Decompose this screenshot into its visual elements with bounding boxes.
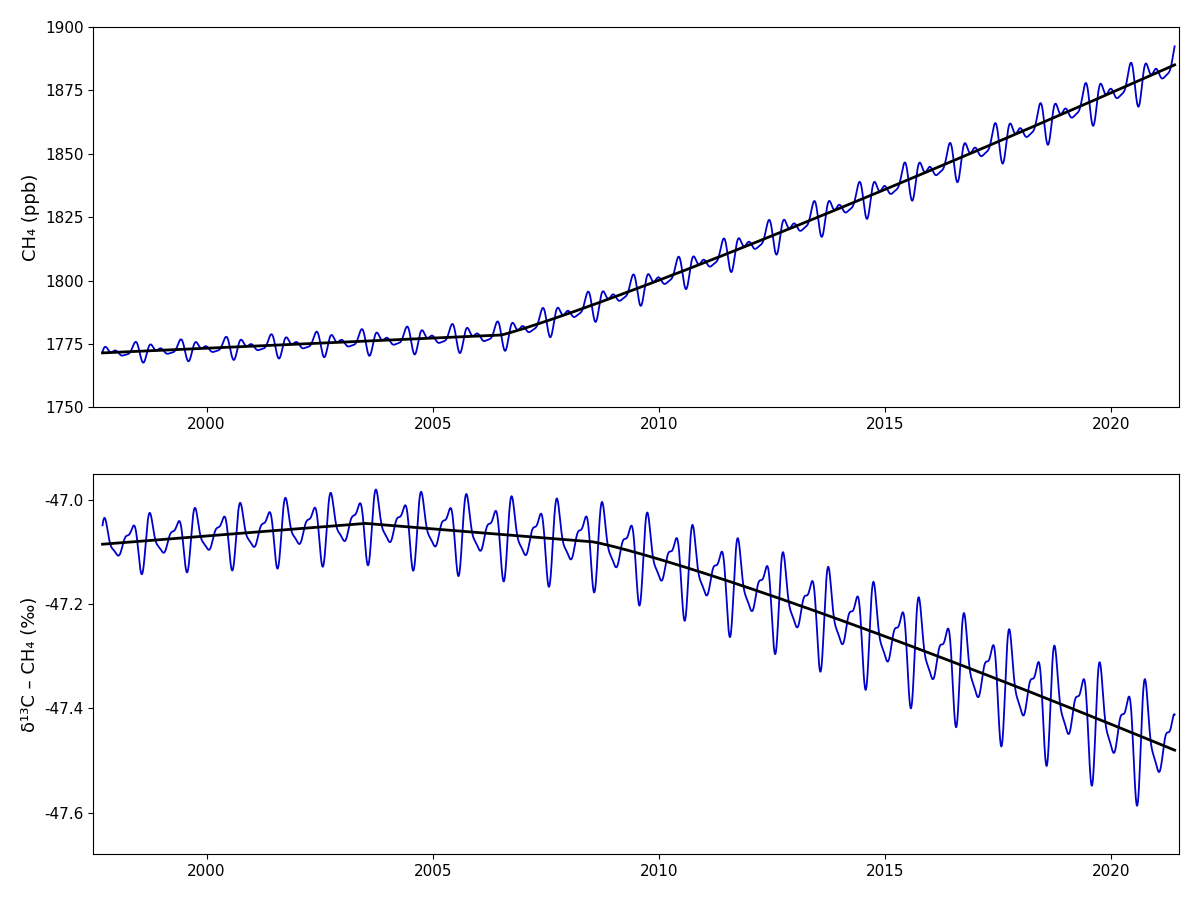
Y-axis label: CH₄ (ppb): CH₄ (ppb) bbox=[22, 174, 40, 261]
Y-axis label: δ¹³C – CH₄ (‰): δ¹³C – CH₄ (‰) bbox=[20, 597, 38, 732]
